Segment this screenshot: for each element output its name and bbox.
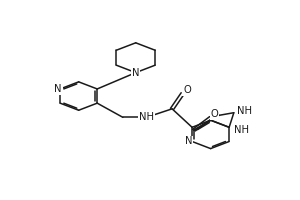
Text: NH: NH xyxy=(139,112,154,122)
Text: NH: NH xyxy=(235,125,250,135)
Text: N: N xyxy=(54,84,62,94)
Text: NH: NH xyxy=(237,106,252,116)
Text: N: N xyxy=(185,136,193,146)
Text: O: O xyxy=(210,109,218,119)
Text: N: N xyxy=(132,68,140,78)
Text: O: O xyxy=(183,85,191,95)
